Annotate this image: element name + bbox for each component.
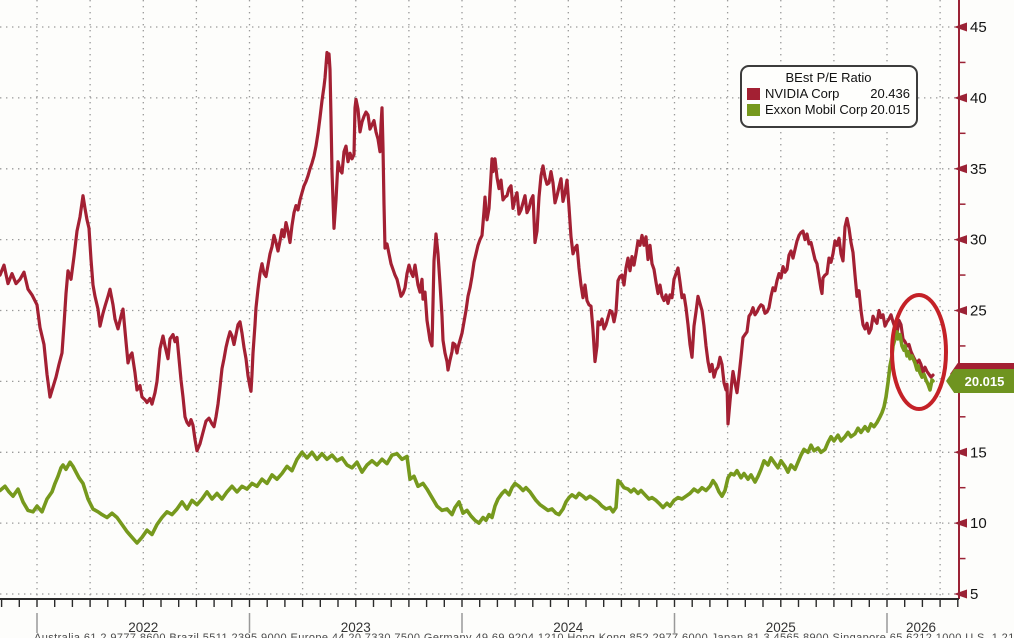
legend: BEst P/E Ratio NVIDIA Corp 20.436 Exxon … <box>740 65 918 128</box>
axis-arrow-icon <box>954 589 967 599</box>
svg-text:15: 15 <box>970 444 987 461</box>
axis-arrow-icon <box>954 22 967 32</box>
highlight-ellipse <box>890 293 948 411</box>
svg-text:35: 35 <box>970 161 987 178</box>
exxon-last-value-tag: 20.015 <box>946 369 1014 393</box>
legend-label: NVIDIA Corp <box>765 86 840 101</box>
legend-value: 20.015 <box>870 102 910 117</box>
axis-arrow-icon <box>954 235 967 245</box>
svg-text:45: 45 <box>970 19 987 36</box>
legend-value: 20.436 <box>870 86 910 101</box>
legend-row-nvidia: NVIDIA Corp 20.436 <box>747 86 910 101</box>
legend-label: Exxon Mobil Corp <box>765 102 868 117</box>
nvidia-series-line <box>0 50 935 453</box>
x-axis: 2022 2023 2024 2025 2026 <box>0 598 959 635</box>
exxon-swatch-icon <box>747 103 760 116</box>
year-label: 2023 <box>341 620 371 635</box>
axis-arrow-icon <box>954 447 967 457</box>
svg-text:10: 10 <box>970 515 987 532</box>
y-axis: 45403530252015105 <box>954 0 987 603</box>
year-label: 2022 <box>128 620 158 635</box>
exxon-series-line <box>0 330 935 545</box>
year-label: 2024 <box>553 620 584 635</box>
svg-text:40: 40 <box>970 90 987 107</box>
legend-title: BEst P/E Ratio <box>785 70 872 85</box>
year-label: 2025 <box>766 620 796 635</box>
axis-arrow-icon <box>954 164 967 174</box>
axis-arrow-icon <box>954 306 967 315</box>
svg-text:25: 25 <box>970 303 987 320</box>
nvidia-swatch-icon <box>747 87 760 100</box>
svg-text:5: 5 <box>970 586 978 603</box>
axis-arrow-icon <box>954 93 967 103</box>
year-label: 2026 <box>906 620 936 635</box>
axis-arrow-icon <box>954 518 967 528</box>
legend-row-exxon: Exxon Mobil Corp 20.015 <box>747 102 910 117</box>
svg-text:30: 30 <box>970 232 987 249</box>
bloomberg-footer-clipped: Australia 61 2 9777 8600 Brazil 5511 239… <box>0 633 1014 638</box>
